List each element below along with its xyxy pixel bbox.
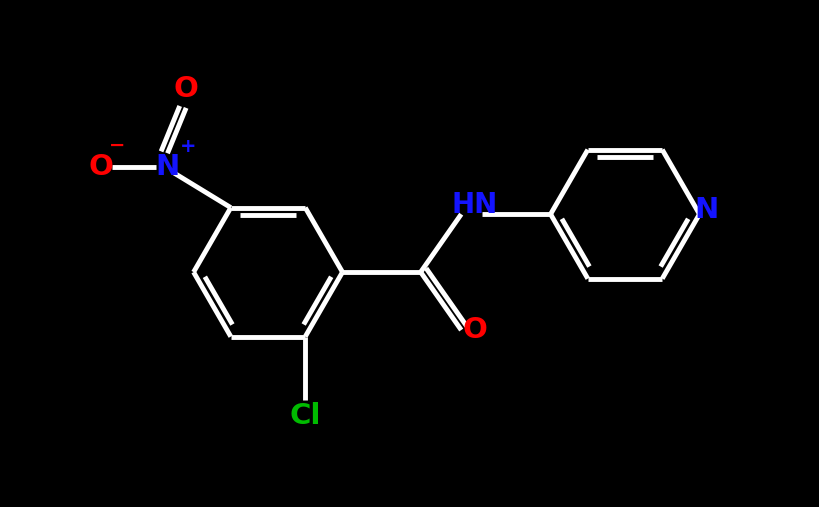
- Text: O: O: [174, 75, 198, 102]
- Text: HN: HN: [451, 191, 498, 219]
- Text: Cl: Cl: [289, 402, 321, 430]
- Text: −: −: [109, 136, 125, 155]
- Text: O: O: [462, 316, 487, 344]
- Text: N: N: [156, 153, 179, 180]
- Text: N: N: [695, 196, 719, 225]
- Text: +: +: [179, 137, 196, 156]
- Text: O: O: [88, 153, 113, 180]
